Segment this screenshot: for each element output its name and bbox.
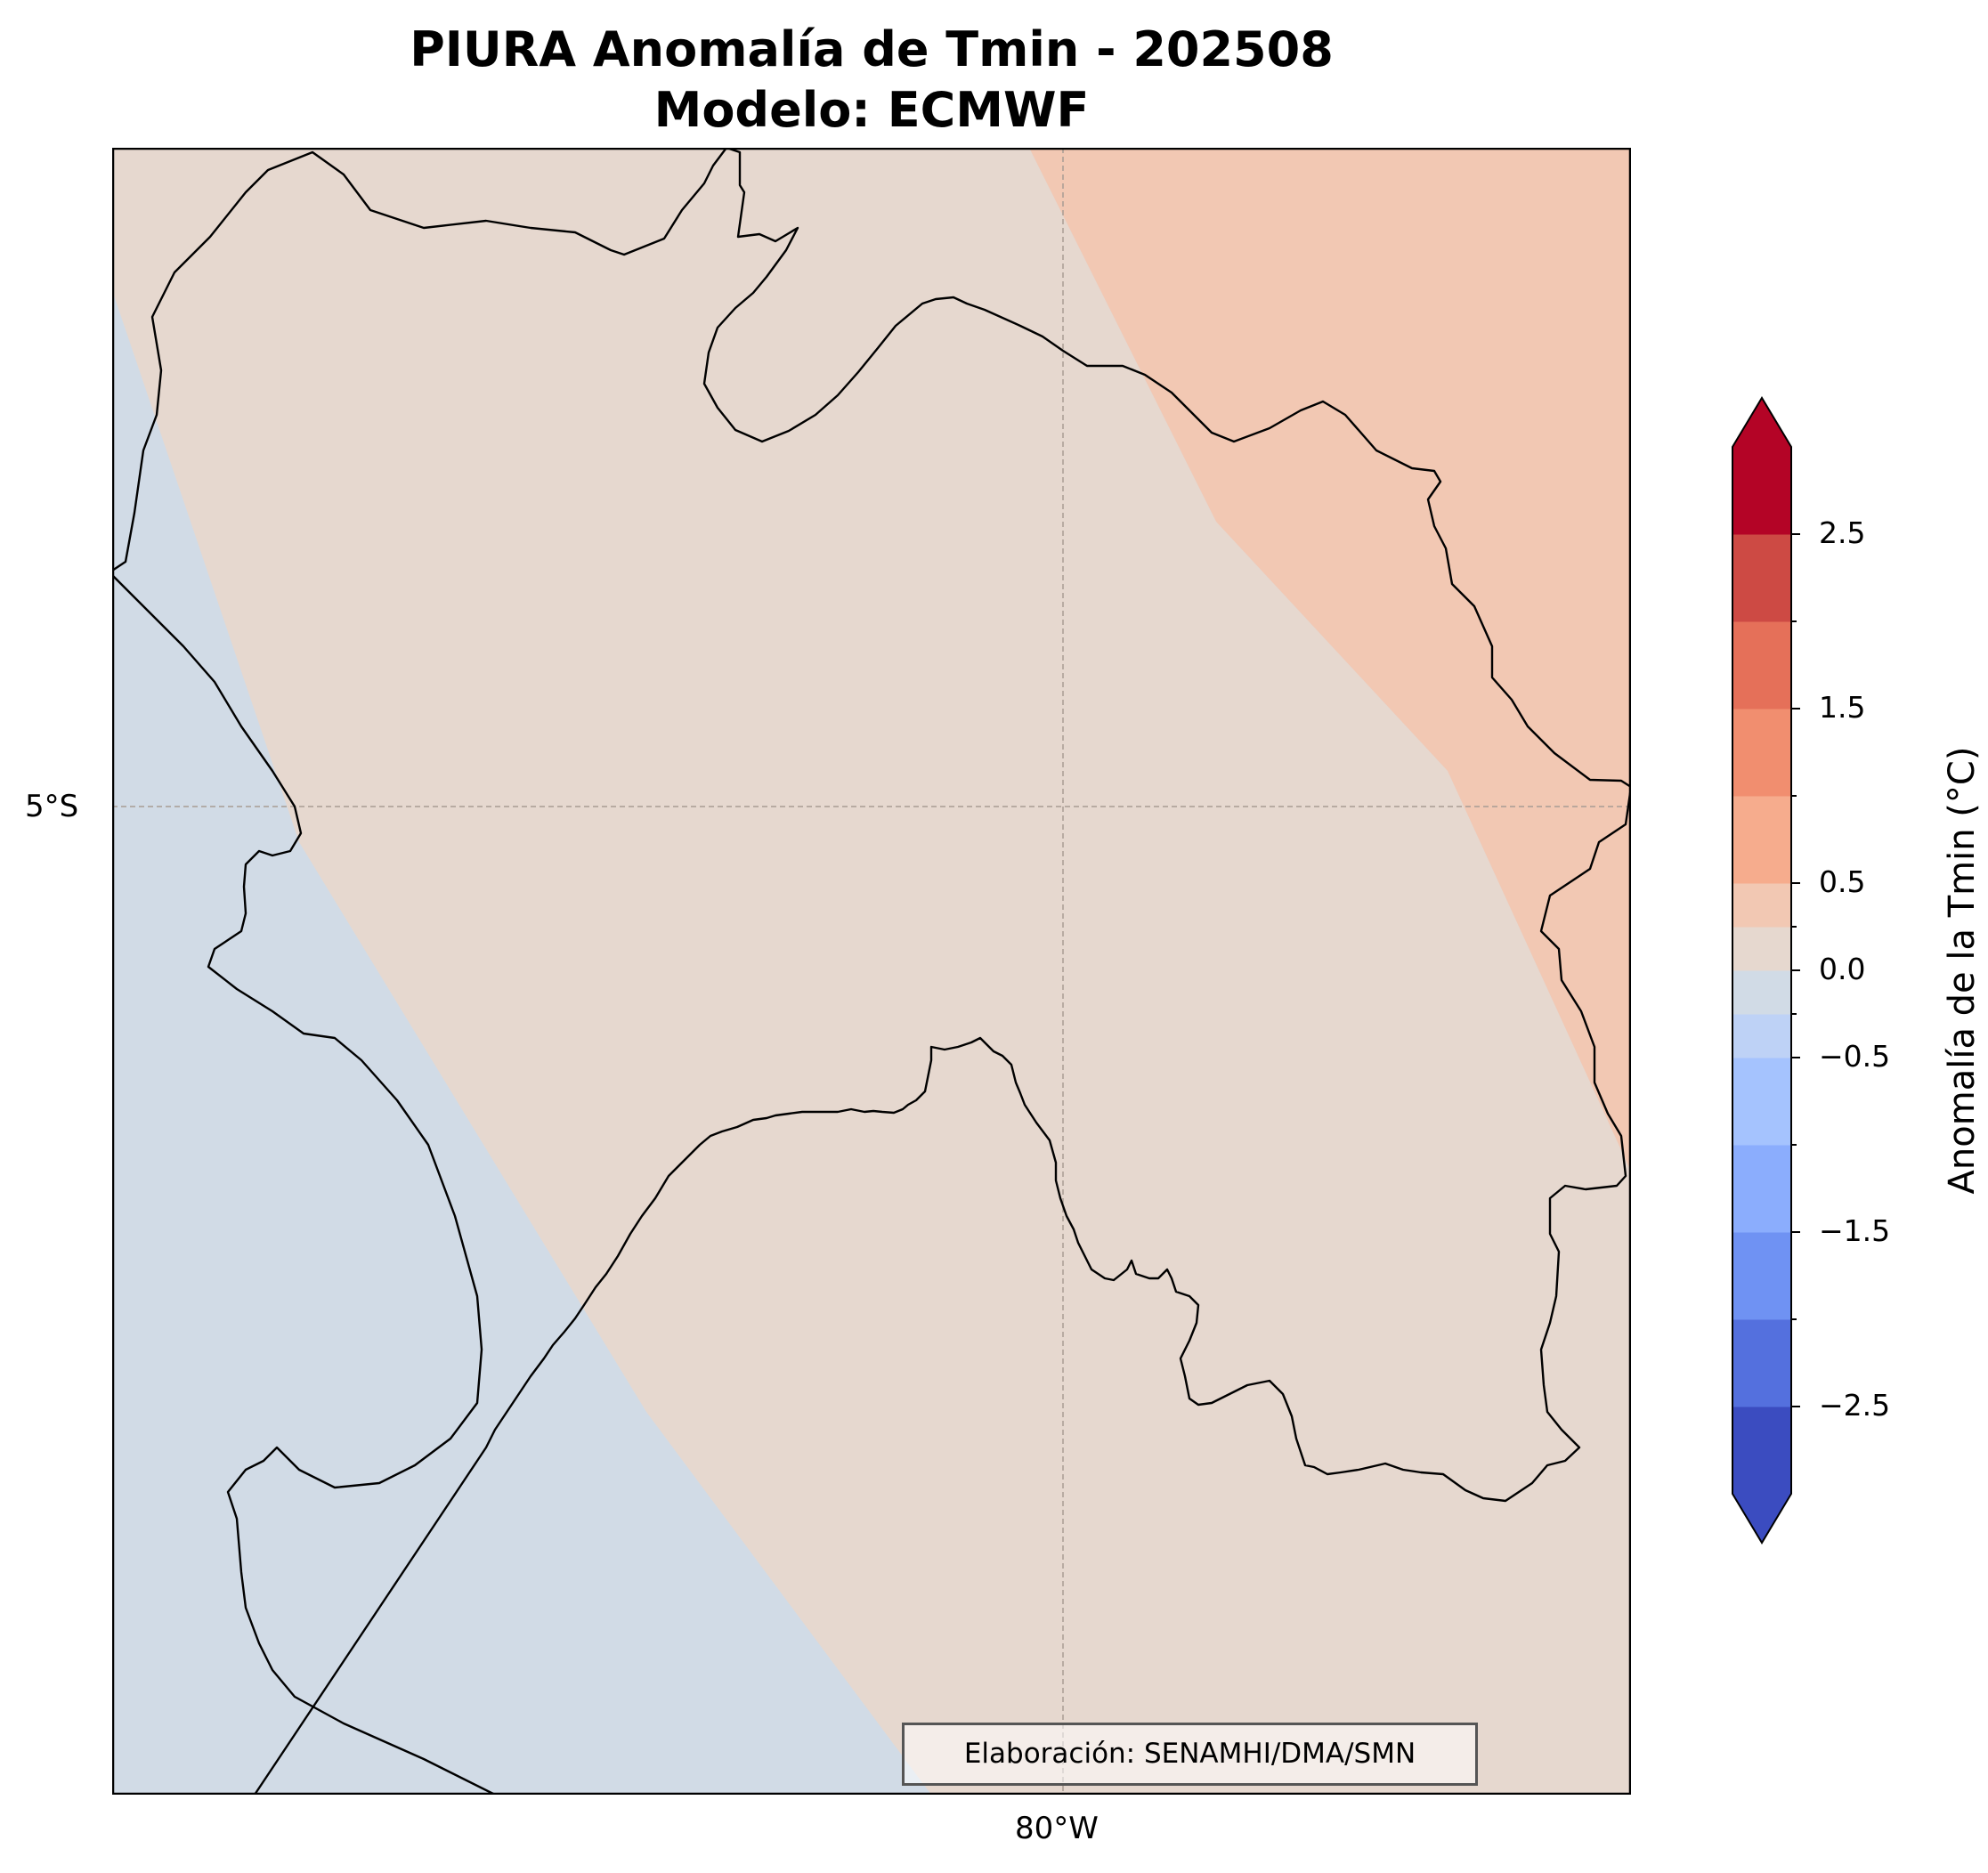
colorbar-swatch — [1732, 1319, 1791, 1407]
colorbar-extend-min — [1732, 1494, 1791, 1543]
colorbar-swatch — [1732, 970, 1791, 1015]
colorbar-swatch — [1732, 927, 1791, 971]
piura-region-outline — [112, 148, 1631, 1795]
colorbar-swatch — [1732, 447, 1791, 535]
coastline — [112, 574, 496, 1795]
longitude-tick-label: 80°W — [1015, 1811, 1099, 1846]
colorbar-tick-label: 1.5 — [1819, 690, 1866, 725]
colorbar-tick-label: 0.5 — [1819, 864, 1866, 899]
colorbar-outline — [1732, 396, 1792, 1545]
colorbar-swatch — [1732, 1145, 1791, 1233]
map-panel — [112, 148, 1631, 1795]
map-frame — [112, 148, 1631, 1795]
colorbar-swatch — [1732, 1014, 1791, 1058]
colorbar-tick-label: −1.5 — [1819, 1213, 1891, 1248]
map-title: PIURA Anomalía de Tmin - 202508 — [410, 21, 1334, 77]
colorbar-swatch — [1732, 1232, 1791, 1320]
latitude-tick-label: 5°S — [25, 789, 79, 824]
colorbar-swatch — [1732, 534, 1791, 622]
colorbar-label: Anomalía de la Tmin (°C) — [1942, 746, 1983, 1195]
colorbar-swatch — [1732, 883, 1791, 928]
colorbar-swatch — [1732, 796, 1791, 884]
colorbar-tick-label: −0.5 — [1819, 1039, 1891, 1074]
map-subtitle: Modelo: ECMWF — [653, 82, 1090, 138]
colorbar-extend-max — [1732, 398, 1791, 447]
credit-box: Elaboración: SENAMHI/DMA/SMN — [902, 1723, 1478, 1786]
colorbar-swatch — [1732, 1058, 1791, 1146]
colorbar-swatch — [1732, 709, 1791, 797]
colorbar-tick-label: 2.5 — [1819, 515, 1866, 550]
colorbar-swatch — [1732, 621, 1791, 709]
colorbar-swatch — [1732, 1407, 1791, 1495]
neutral-anomaly-region — [112, 148, 1631, 1795]
colorbar-tick-label: −2.5 — [1819, 1388, 1891, 1423]
colorbar-tick-label: 0.0 — [1819, 952, 1866, 986]
positive-anomaly-region — [1029, 148, 1631, 1172]
colorbar — [1732, 396, 1800, 1545]
